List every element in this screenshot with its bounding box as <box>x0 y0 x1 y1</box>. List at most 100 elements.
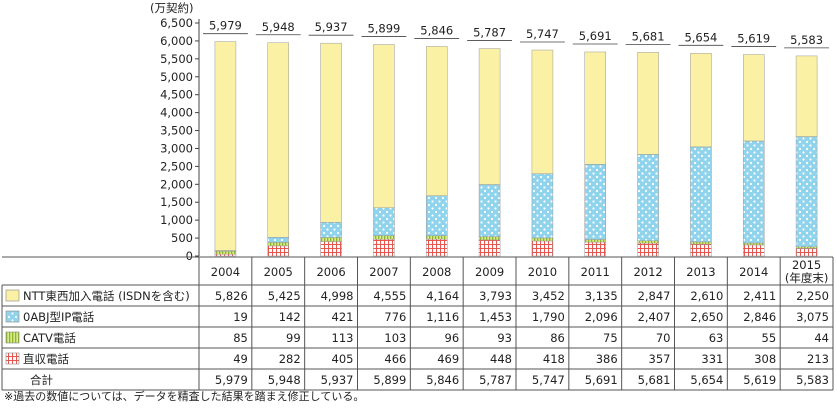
x-tick-label: 2015 <box>792 258 821 272</box>
y-axis: 0 500 1,000 1,500 2,000 2,500 3,000 3,500 4,000 4… <box>160 16 200 263</box>
bar-segment <box>214 253 237 257</box>
bar-segment <box>743 244 765 257</box>
bar-segment <box>320 241 342 257</box>
total-label: 5,681 <box>632 29 665 43</box>
x-tick-label: 2010 <box>528 265 557 279</box>
bar-segment <box>478 184 501 237</box>
footnote: ※過去の数値については、データを精査した結果を踏まえ修正している。 <box>4 390 365 403</box>
total-labels: 5,979 5,948 5,937 5,899 5,846 5,787 5,747 5,691… <box>203 19 829 49</box>
y-tick-label: 5,000 <box>160 70 193 84</box>
table-cell: 63 <box>709 331 724 345</box>
table-cell: 70 <box>656 331 671 345</box>
y-tick-label: 2,500 <box>160 159 193 173</box>
table-cell: 5,619 <box>743 373 776 387</box>
bar-segment <box>320 42 342 223</box>
table-cell: 308 <box>754 352 776 366</box>
table-cell: 1,790 <box>532 310 565 324</box>
y-tick-label: 3,000 <box>160 141 193 155</box>
table-cell: 19 <box>233 310 248 324</box>
table-cell: 2,096 <box>585 310 618 324</box>
bar-segment <box>584 51 606 165</box>
table-cell: 4,164 <box>426 289 459 303</box>
bar-segment <box>373 44 395 209</box>
total-label: 5,937 <box>315 20 348 34</box>
data-table: 2004 2005 2006 2007 2008 2009 2010 2011 2012 2013… <box>1 256 834 391</box>
total-label: 5,979 <box>209 19 242 33</box>
bar-segment <box>426 195 448 236</box>
y-tick-label: 2,000 <box>160 177 193 191</box>
bar-segment <box>531 49 554 175</box>
legend-label: CATV電話 <box>23 331 76 345</box>
table-cell: 776 <box>384 310 406 324</box>
x-tick-label: 2012 <box>633 265 662 279</box>
bar-segment <box>373 235 395 240</box>
bar-segment <box>531 237 554 242</box>
table-cell: 421 <box>332 310 354 324</box>
legend-swatch <box>5 310 20 323</box>
table-cell: 5,583 <box>796 373 829 387</box>
table-cell: 4,998 <box>321 289 354 303</box>
legend-label: 直収電話 <box>23 352 69 366</box>
x-tick-label: 2013 <box>686 265 715 279</box>
total-label: 5,654 <box>684 30 717 44</box>
y-tick-label: 0 <box>186 249 193 263</box>
y-tick-label: 4,000 <box>160 106 193 120</box>
x-tick-label: 2007 <box>369 265 398 279</box>
table-cell: 5,747 <box>532 373 565 387</box>
total-label: 5,948 <box>262 20 295 34</box>
legend-swatch <box>5 331 20 344</box>
y-axis-unit: (万契約) <box>150 1 193 15</box>
table-cell: 2,610 <box>690 289 723 303</box>
bar-segment <box>690 241 712 245</box>
table-cell: 2,847 <box>638 289 671 303</box>
bar-segment <box>478 48 501 185</box>
bar-segment <box>267 245 289 257</box>
total-row-label: 合計 <box>30 373 53 387</box>
y-tick-label: 1,000 <box>160 213 193 227</box>
y-tick-label: 1,500 <box>160 195 193 209</box>
bar-segment <box>267 237 289 243</box>
bar-segment <box>320 222 342 238</box>
bar-segment <box>795 136 818 248</box>
x-tick-label: 2011 <box>581 265 610 279</box>
table-cell: 113 <box>332 331 354 345</box>
bar-segment <box>531 173 554 239</box>
x-tick-label: 2004 <box>211 265 240 279</box>
table-cell: 2,846 <box>743 310 776 324</box>
table-cell: 469 <box>437 352 459 366</box>
bar-segment <box>690 53 712 148</box>
bar-segment <box>214 250 237 255</box>
table-cell: 405 <box>332 352 354 366</box>
bar-segment <box>795 248 818 257</box>
table-cell: 93 <box>497 331 512 345</box>
table-cell: 418 <box>543 352 565 366</box>
bar-segment <box>743 140 765 244</box>
table-cell: 5,654 <box>690 373 723 387</box>
table-cell: 3,793 <box>479 289 512 303</box>
legend-label: NTT東西加入電話 (ISDNを含む) <box>23 289 190 303</box>
bar-segment <box>320 237 342 242</box>
table-cell: 86 <box>550 331 565 345</box>
bar-segment <box>478 236 501 241</box>
table-cell: 5,937 <box>321 373 354 387</box>
legend-swatch <box>5 352 20 365</box>
bar-segment <box>637 240 659 244</box>
y-tick-label: 6,500 <box>160 16 193 30</box>
total-label: 5,691 <box>579 29 612 43</box>
table-cell: 142 <box>279 310 301 324</box>
bar-segment <box>426 235 448 240</box>
y-tick-label: 6,000 <box>160 34 193 48</box>
table-cell: 2,411 <box>743 289 776 303</box>
legend-swatch <box>5 289 20 302</box>
x-tick-label: 2009 <box>475 265 504 279</box>
bar-segment <box>214 41 237 251</box>
table-cell: 3,075 <box>796 310 829 324</box>
bar-segment <box>267 242 289 247</box>
x-tick-label: 2006 <box>316 265 345 279</box>
bar-segment <box>531 240 554 257</box>
table-cell: 5,899 <box>373 373 406 387</box>
total-label: 5,787 <box>473 26 506 40</box>
total-label: 5,747 <box>526 27 559 41</box>
bar-segment <box>637 154 659 241</box>
